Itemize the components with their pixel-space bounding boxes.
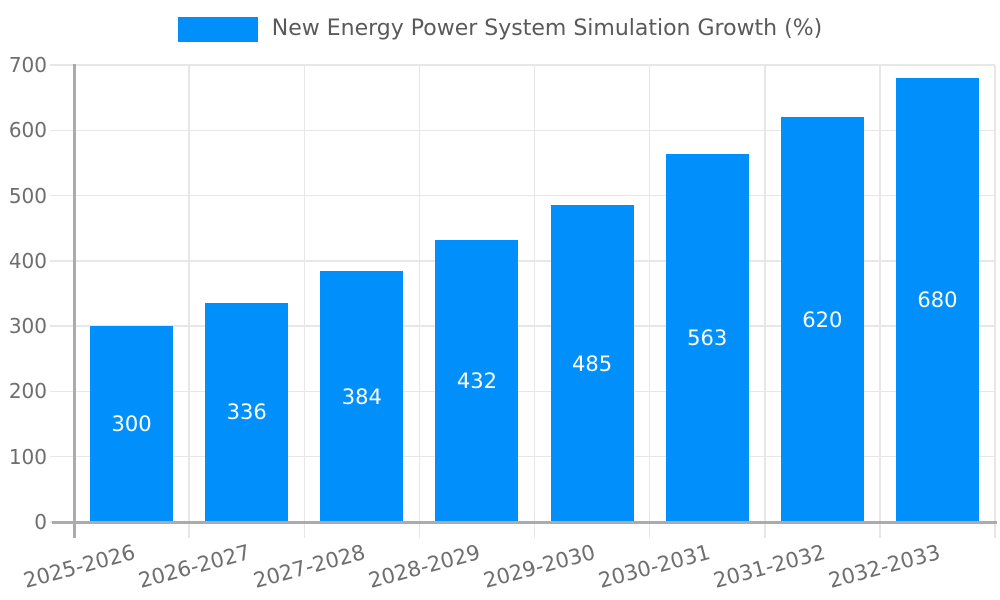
y-tick-label: 500 <box>8 183 47 208</box>
bar-value-label: 563 <box>687 326 728 351</box>
bar-value-label: 485 <box>572 351 613 376</box>
y-gridline <box>50 260 995 262</box>
bar-value-label: 300 <box>111 412 152 437</box>
x-gridline <box>303 65 305 538</box>
x-gridline <box>418 65 421 538</box>
y-tick-label: 700 <box>8 53 47 77</box>
bar-value-label: 680 <box>917 288 958 313</box>
legend-swatch <box>177 16 258 42</box>
bar-value-label: 432 <box>456 368 497 393</box>
bar[interactable] <box>665 154 749 521</box>
x-gridline <box>994 65 996 538</box>
bar-value-label: 620 <box>802 307 843 332</box>
y-gridline <box>50 325 995 327</box>
y-axis-line <box>72 64 76 538</box>
bar[interactable] <box>895 78 979 521</box>
y-gridline <box>50 64 995 66</box>
bar[interactable] <box>90 326 174 521</box>
x-gridline <box>533 65 536 538</box>
x-gridline <box>188 65 190 538</box>
bar[interactable] <box>320 271 404 521</box>
y-gridline <box>50 194 995 197</box>
y-tick-label: 300 <box>8 314 47 339</box>
x-axis-line <box>52 520 997 524</box>
legend-label: New Energy Power System Simulation Growt… <box>271 16 823 41</box>
y-tick-label: 0 <box>34 510 47 534</box>
y-tick-label: 400 <box>8 248 47 273</box>
y-gridline <box>50 455 995 458</box>
x-gridline <box>879 65 881 538</box>
bar[interactable] <box>205 302 289 521</box>
legend[interactable]: New Energy Power System Simulation Growt… <box>0 16 1000 42</box>
y-gridline <box>50 390 995 393</box>
y-gridline <box>50 129 995 132</box>
x-gridline <box>648 65 651 538</box>
bar-value-label: 384 <box>341 384 382 409</box>
bar-value-label: 336 <box>226 400 267 425</box>
bar[interactable] <box>780 117 864 521</box>
bar[interactable] <box>435 239 519 521</box>
bar[interactable] <box>550 205 634 521</box>
y-tick-label: 600 <box>8 118 47 143</box>
y-tick-label: 200 <box>8 379 47 404</box>
x-gridline <box>764 65 766 538</box>
y-tick-label: 100 <box>8 444 47 469</box>
